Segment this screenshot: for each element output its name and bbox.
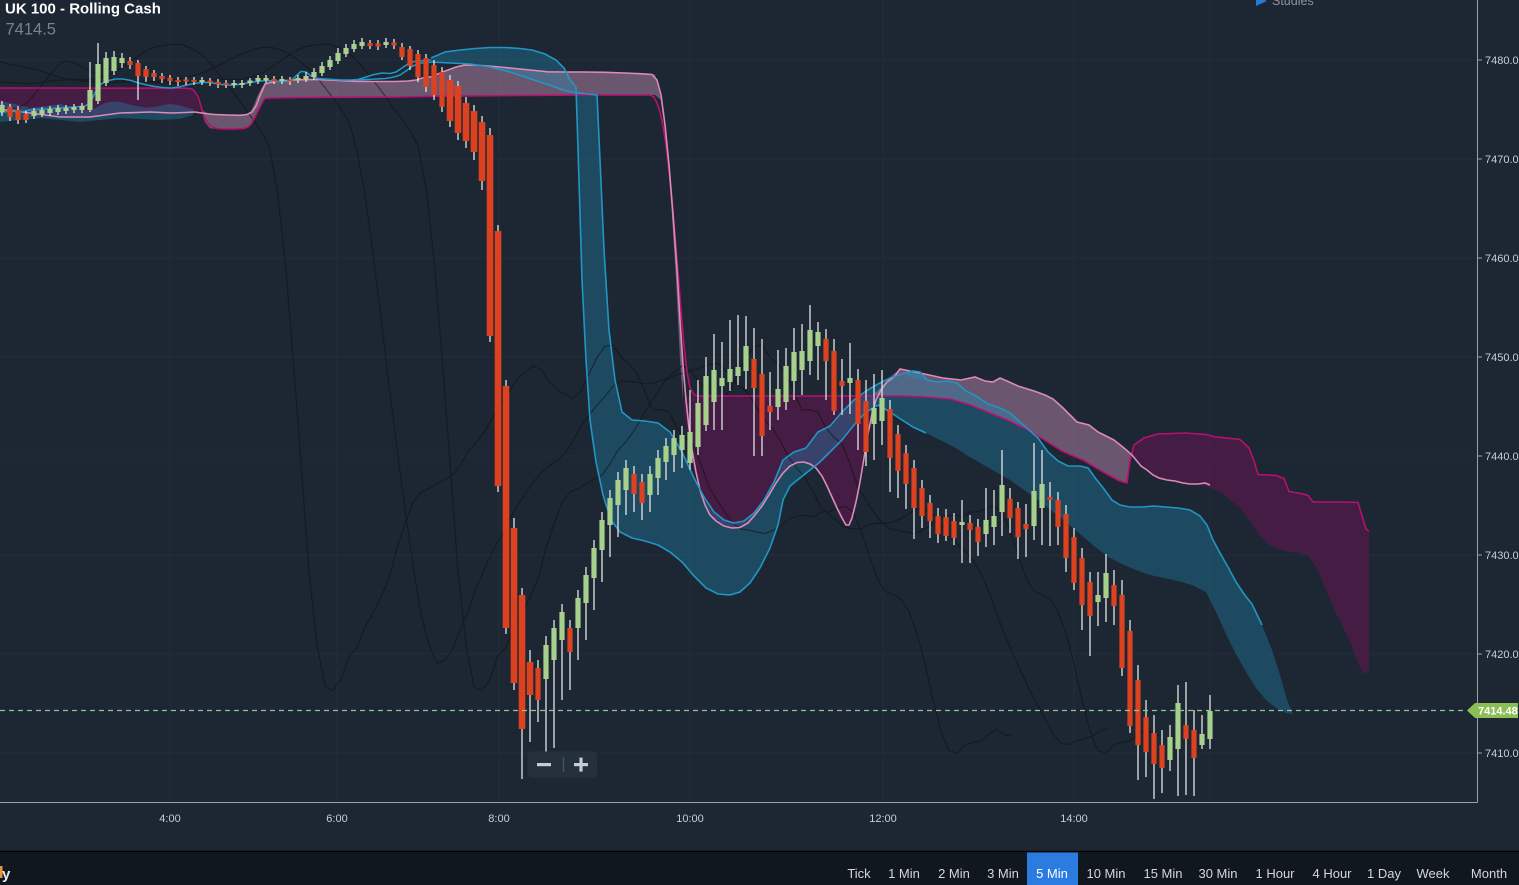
svg-text:Week: Week [1417,866,1450,881]
svg-text:UK 100 - Rolling Cash: UK 100 - Rolling Cash [5,1,161,18]
svg-text:2 Min: 2 Min [938,866,970,881]
svg-text:15 Min: 15 Min [1143,866,1182,881]
svg-text:Tick: Tick [847,866,871,881]
svg-text:7430.0: 7430.0 [1485,550,1519,562]
svg-text:3 Min: 3 Min [987,866,1019,881]
svg-text:7460.0: 7460.0 [1485,253,1519,265]
svg-text:7420.0: 7420.0 [1485,649,1519,661]
svg-text:7440.0: 7440.0 [1485,451,1519,463]
svg-text:1 Hour: 1 Hour [1255,866,1295,881]
svg-text:30 Min: 30 Min [1198,866,1237,881]
svg-text:1 Day: 1 Day [1367,866,1401,881]
svg-text:4 Hour: 4 Hour [1312,866,1352,881]
svg-text:7480.0: 7480.0 [1485,55,1519,67]
svg-text:7450.0: 7450.0 [1485,352,1519,364]
svg-text:10 Min: 10 Min [1086,866,1125,881]
svg-text:4:00: 4:00 [159,813,180,825]
svg-text:8:00: 8:00 [488,813,509,825]
svg-text:5 Min: 5 Min [1036,866,1068,881]
svg-text:14:00: 14:00 [1060,813,1088,825]
svg-text:Studies: Studies [1272,0,1314,8]
svg-text:Month: Month [1471,866,1507,881]
svg-text:10:00: 10:00 [676,813,704,825]
svg-text:6:00: 6:00 [326,813,347,825]
svg-text:7414.5: 7414.5 [6,21,56,39]
svg-text:7414.48: 7414.48 [1478,705,1518,717]
svg-text:1 Min: 1 Min [888,866,920,881]
svg-text:7470.0: 7470.0 [1485,154,1519,166]
svg-text:7410.0: 7410.0 [1485,748,1519,760]
svg-text:y: y [2,866,11,883]
svg-text:12:00: 12:00 [869,813,897,825]
